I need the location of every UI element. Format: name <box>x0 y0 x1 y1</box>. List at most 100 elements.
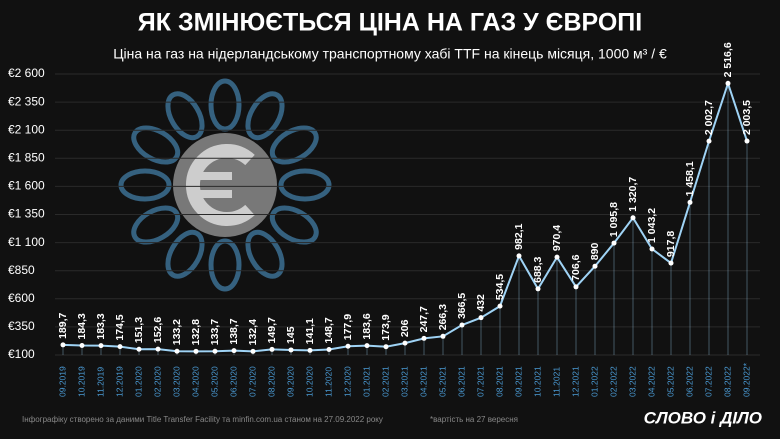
value-label: 133,7 <box>209 319 221 345</box>
x-tick-label: 09.2022* <box>741 362 751 397</box>
point <box>744 138 750 144</box>
x-tick-label: 04.2021 <box>418 366 428 397</box>
x-tick-label: 09.2019 <box>57 366 67 397</box>
x-tick-label: 08.2022 <box>722 366 732 397</box>
x-tick-label: 06.2020 <box>228 366 238 397</box>
x-tick-label: 12.2020 <box>342 366 352 397</box>
value-label: 2 516,6 <box>722 42 734 77</box>
y-tick-label: €350 <box>8 319 35 333</box>
x-tick-label: 03.2022 <box>627 366 637 397</box>
value-label: 141,1 <box>304 318 316 344</box>
note: *вартість на 27 вересня <box>430 415 518 424</box>
x-tick-label: 12.2019 <box>114 366 124 397</box>
point <box>117 344 123 350</box>
value-label: 2 003,5 <box>741 100 753 135</box>
point <box>687 199 693 205</box>
value-label: 151,3 <box>133 317 145 343</box>
x-tick-label: 03.2020 <box>171 366 181 397</box>
x-tick-label: 05.2022 <box>665 366 675 397</box>
value-label: 177,9 <box>342 314 354 340</box>
value-label: 706,6 <box>570 254 582 280</box>
value-label: 982,1 <box>513 223 525 249</box>
x-tick-label: 09.2020 <box>285 366 295 397</box>
x-tick-label: 06.2021 <box>456 366 466 397</box>
point <box>383 344 389 350</box>
x-tick-label: 01.2021 <box>361 366 371 397</box>
value-label: 173,9 <box>380 314 392 340</box>
value-label: 149,7 <box>266 317 278 343</box>
point <box>478 315 484 321</box>
value-label: 189,7 <box>57 312 69 338</box>
value-label: 266,3 <box>437 304 449 330</box>
point <box>269 346 275 352</box>
value-label: 148,7 <box>323 317 335 343</box>
point <box>459 322 465 328</box>
point <box>288 347 294 353</box>
x-tick-label: 07.2020 <box>247 366 257 397</box>
point <box>345 343 351 349</box>
point <box>421 335 427 341</box>
chart-subtitle: Ціна на газ на нідерландському транспорт… <box>113 46 667 62</box>
value-label: 970,4 <box>551 225 563 251</box>
point <box>212 348 218 354</box>
x-tick-label: 10.2021 <box>532 366 542 397</box>
point <box>554 254 560 260</box>
value-label: 890 <box>589 243 601 261</box>
point <box>516 253 522 259</box>
point <box>174 348 180 354</box>
value-label: 152,6 <box>152 317 164 343</box>
y-tick-label: €2 100 <box>8 122 45 136</box>
point <box>155 346 161 352</box>
value-label: 1 320,7 <box>627 177 639 212</box>
value-label: 145 <box>285 326 297 344</box>
y-tick-label: €2 350 <box>8 94 45 108</box>
point <box>136 346 142 352</box>
value-label: 132,4 <box>247 319 259 345</box>
logo: СЛОВО і ДІЛО <box>644 408 762 427</box>
x-tick-label: 03.2021 <box>399 366 409 397</box>
point <box>706 138 712 144</box>
x-tick-label: 08.2021 <box>494 366 504 397</box>
x-tick-label: 10.2020 <box>304 366 314 397</box>
point <box>231 348 237 354</box>
x-tick-label: 12.2021 <box>570 366 580 397</box>
y-tick-label: €1 600 <box>8 179 45 193</box>
y-tick-label: €1 350 <box>8 207 45 221</box>
x-tick-label: 01.2022 <box>589 366 599 397</box>
point <box>668 260 674 266</box>
point <box>79 343 85 349</box>
y-tick-label: €2 600 <box>8 66 45 80</box>
source: Інфографіку створено за даними Title Tra… <box>22 415 383 424</box>
value-label: 534,5 <box>494 274 506 300</box>
point <box>497 303 503 309</box>
value-label: 1 043,2 <box>646 208 658 243</box>
x-tick-label: 08.2020 <box>266 366 276 397</box>
x-tick-label: 02.2022 <box>608 366 618 397</box>
x-tick-label: 06.2022 <box>684 366 694 397</box>
value-label: 1 095,8 <box>608 202 620 237</box>
x-tick-label: 09.2021 <box>513 366 523 397</box>
value-label: 432 <box>475 294 487 312</box>
y-tick-label: €1 100 <box>8 235 45 249</box>
value-label: 247,7 <box>418 306 430 332</box>
y-tick-label: €600 <box>8 291 35 305</box>
value-label: 133,2 <box>171 319 183 345</box>
x-tick-label: 02.2021 <box>380 366 390 397</box>
point <box>98 343 104 349</box>
x-tick-label: 11.2020 <box>323 367 333 397</box>
value-label: 174,5 <box>114 314 126 340</box>
point <box>307 347 313 353</box>
x-tick-label: 02.2020 <box>152 366 162 397</box>
x-tick-label: 10.2019 <box>76 366 86 397</box>
value-label: 138,7 <box>228 318 240 344</box>
point <box>611 240 617 246</box>
x-tick-label: 05.2020 <box>209 366 219 397</box>
value-label: 132,8 <box>190 319 202 345</box>
value-label: 1 458,1 <box>684 161 696 196</box>
point <box>440 333 446 339</box>
point <box>649 246 655 252</box>
x-tick-label: 04.2022 <box>646 366 656 397</box>
value-label: 688,3 <box>532 256 544 282</box>
